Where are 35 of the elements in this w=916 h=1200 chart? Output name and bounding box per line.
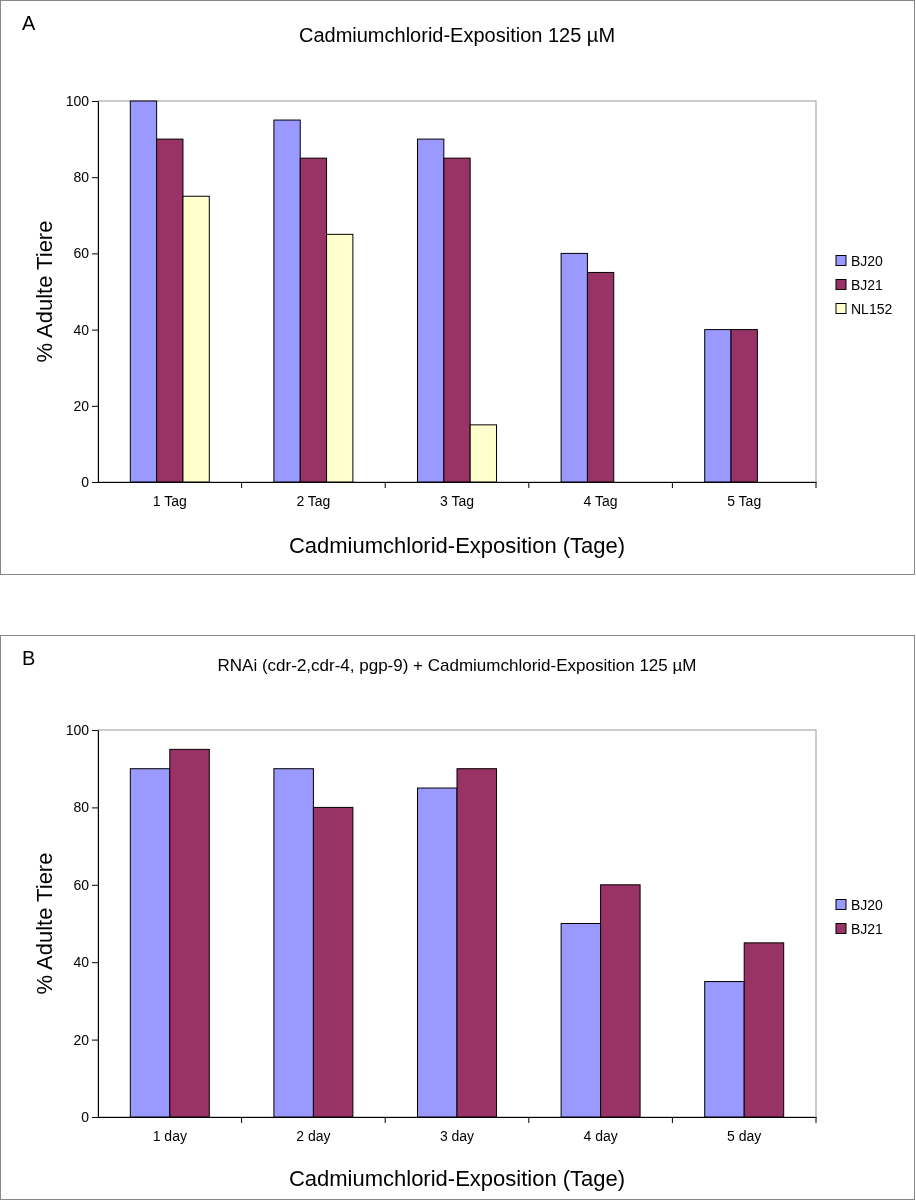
- legend-label: BJ20: [851, 252, 884, 269]
- y-tick-label: 0: [81, 473, 90, 490]
- y-tick-label: 20: [73, 1031, 90, 1048]
- y-tick-label: 60: [73, 245, 90, 262]
- y-tick-label: 40: [73, 954, 90, 971]
- x-tick-label: 1 day: [152, 1128, 187, 1145]
- x-tick-label: 3 Tag: [440, 493, 474, 510]
- y-tick-label: 100: [65, 92, 90, 109]
- y-axis-title: % Adulte Tiere: [32, 852, 57, 995]
- text: A: [22, 12, 36, 34]
- x-tick-label: 2 Tag: [296, 493, 331, 510]
- x-tick-label: 4 Tag: [583, 493, 618, 510]
- x-tick-label: 2 day: [296, 1128, 331, 1145]
- y-tick-label: 80: [73, 169, 90, 186]
- chart-title: RNAi (cdr-2,cdr-4, pgp-9) + Cadmiumchlorid-Exposition 125 µM: [217, 656, 697, 675]
- x-tick-label: 5 Tag: [727, 493, 762, 510]
- y-tick-label: 40: [73, 321, 90, 338]
- legend-label: BJ21: [851, 920, 884, 937]
- y-tick-label: 80: [73, 799, 90, 816]
- legend-label: NL152: [851, 300, 893, 317]
- y-tick-label: 20: [73, 397, 90, 414]
- y-tick-label: 60: [73, 876, 90, 893]
- x-tick-label: 4 day: [583, 1128, 618, 1145]
- legend-label: BJ21: [851, 276, 884, 293]
- legend-label: BJ20: [851, 896, 884, 913]
- y-tick-label: 0: [81, 1108, 90, 1125]
- chart-title: Cadmiumchlorid-Exposition 125 µM: [298, 24, 616, 46]
- x-axis-title: Cadmiumchlorid-Exposition (Tage): [288, 1166, 626, 1191]
- x-tick-label: 3 day: [439, 1128, 475, 1145]
- x-tick-label: 5 day: [727, 1128, 762, 1145]
- text: B: [22, 647, 36, 669]
- y-axis-title: % Adulte Tiere: [32, 220, 57, 363]
- x-tick-label: 1 Tag: [152, 493, 187, 510]
- y-tick-label: 100: [65, 721, 90, 738]
- x-axis-title: Cadmiumchlorid-Exposition (Tage): [288, 533, 626, 558]
